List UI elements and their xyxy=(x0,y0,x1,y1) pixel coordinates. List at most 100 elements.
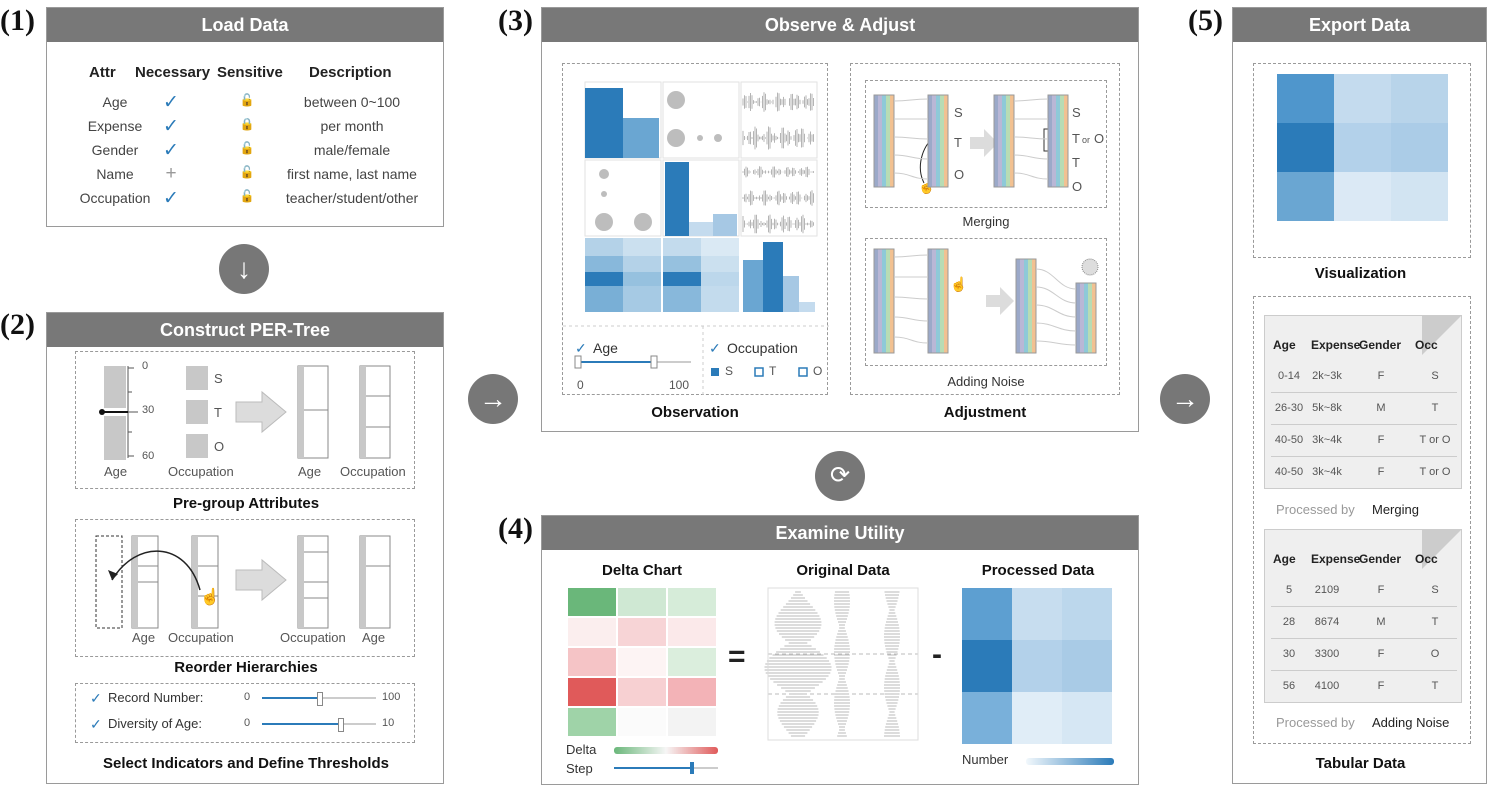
col-description: Description xyxy=(309,64,392,81)
table-cell: 3k~4k xyxy=(1312,434,1342,446)
row-description: teacher/student/other xyxy=(285,190,419,206)
table-header: Age xyxy=(1273,552,1296,566)
adding-noise-label: Adding Noise xyxy=(947,374,1025,389)
occupation-check-icon[interactable]: ✓ xyxy=(709,340,721,356)
merge-o: O xyxy=(954,167,965,182)
export-table-2: Age Expense Gender Occ 5 2109 F S 28 8674 M T 30 3300… xyxy=(1264,529,1462,703)
necessary-check-icon[interactable]: ✓ xyxy=(163,188,179,209)
occ-t: T xyxy=(214,405,222,420)
adjustment-box: ☝ S T O S T or O T O Merging ☝ Adding No… xyxy=(850,63,1120,395)
necessary-plus-icon[interactable]: + xyxy=(165,163,177,184)
lock-unlocked-icon[interactable]: 🔓 xyxy=(239,165,255,179)
label-age-1: Age xyxy=(104,464,128,479)
table-cell: F xyxy=(1377,466,1385,478)
table-header: Gender xyxy=(1359,552,1402,566)
indicator-check-icon[interactable]: ✓ xyxy=(90,716,102,732)
tick-30: 30 xyxy=(142,404,155,416)
age-min: 0 xyxy=(577,378,584,392)
lock-unlocked-icon[interactable]: 🔓 xyxy=(239,189,255,203)
necessary-check-icon[interactable]: ✓ xyxy=(163,140,179,161)
indicator-fill xyxy=(262,697,319,699)
table-cell: T or O xyxy=(1419,466,1451,478)
row-attr: Age xyxy=(102,94,128,110)
row-description: per month xyxy=(320,118,384,134)
step-slider-label: Step xyxy=(566,761,593,776)
reorder-diagram: ☝ xyxy=(95,535,391,629)
method-label-2: Adding Noise xyxy=(1372,715,1450,730)
noise-diagram: ☝ xyxy=(873,248,1099,354)
page-fold-icon xyxy=(1422,529,1462,569)
export-table-1: Age Expense Gender Occ 0-14 2k~3k F S 26-30 5k~8k… xyxy=(1264,315,1462,489)
table-cell: 2109 xyxy=(1314,584,1340,596)
indicator-track[interactable] xyxy=(262,718,376,732)
occ-s: S xyxy=(214,371,223,386)
label-age-2: Age xyxy=(298,464,322,479)
noise-box: ☝ xyxy=(865,238,1107,366)
merge-result-t2: T xyxy=(1072,155,1080,170)
merge-result-o: O xyxy=(1094,131,1105,146)
occ-item-s[interactable]: S xyxy=(725,364,734,378)
processed-by-label-1: Processed by xyxy=(1276,502,1355,517)
merging-label: Merging xyxy=(962,214,1010,229)
examine-utility-title: Examine Utility xyxy=(542,516,1138,550)
export-data-title: Export Data xyxy=(1233,8,1486,42)
indicator-knob[interactable] xyxy=(337,718,344,732)
table-header: Occ xyxy=(1415,552,1438,566)
table-cell: T xyxy=(1431,402,1439,414)
reorder-label-age-2: Age xyxy=(362,630,386,645)
necessary-check-icon[interactable]: ✓ xyxy=(163,92,179,113)
equals-sign: = xyxy=(728,640,746,673)
table-header: Age xyxy=(1273,338,1296,352)
observe-adjust-title: Observe & Adjust xyxy=(542,8,1138,42)
examine-utility-panel: Examine Utility Delta Chart Original Dat… xyxy=(541,515,1139,785)
original-data-title: Original Data xyxy=(796,562,890,579)
table-cell: 26-30 xyxy=(1274,402,1304,414)
table-cell: F xyxy=(1377,434,1385,446)
table-cell: 56 xyxy=(1282,680,1296,692)
merge-t: T xyxy=(954,135,962,150)
lock-unlocked-icon[interactable]: 🔓 xyxy=(239,141,255,155)
table-cell: F xyxy=(1377,648,1385,660)
down-arrow-icon: ↓ xyxy=(219,244,269,294)
export-heatmap xyxy=(1277,74,1448,221)
step-1-number: (1) xyxy=(0,4,35,37)
step-4-number: (4) xyxy=(498,512,533,545)
occupation-filter-label: Occupation xyxy=(727,340,798,356)
indicator-track[interactable] xyxy=(262,692,376,706)
export-data-panel: Export Data Visualization Age Expense Gend… xyxy=(1232,7,1487,784)
indicator-max: 10 xyxy=(382,717,395,729)
indicator-min: 0 xyxy=(244,691,251,703)
table-cell: 40-50 xyxy=(1274,434,1304,446)
step-5-number: (5) xyxy=(1188,4,1223,37)
age-check-icon[interactable]: ✓ xyxy=(575,340,587,356)
step-3-number: (3) xyxy=(498,4,533,37)
table-cell: F xyxy=(1377,680,1385,692)
reorder-label-occupation: Occupation xyxy=(168,630,234,645)
processed-by-label-2: Processed by xyxy=(1276,715,1355,730)
table-cell: 40-50 xyxy=(1274,466,1304,478)
table-cell: M xyxy=(1376,616,1386,628)
indicator-label: Record Number: xyxy=(108,690,204,705)
reorder-label-age: Age xyxy=(132,630,156,645)
construct-tree-title: Construct PER-Tree xyxy=(47,313,443,347)
export-vis-caption: Visualization xyxy=(1314,265,1407,282)
table-cell: O xyxy=(1430,648,1440,660)
lock-locked-icon[interactable]: 🔒 xyxy=(239,117,255,131)
table-header: Gender xyxy=(1359,338,1402,352)
occ-item-t[interactable]: T xyxy=(769,364,777,378)
table-cell: M xyxy=(1376,402,1386,414)
indicator-knob[interactable] xyxy=(317,692,323,706)
indicator-check-icon[interactable]: ✓ xyxy=(90,690,102,706)
necessary-check-icon[interactable]: ✓ xyxy=(163,116,179,137)
occ-item-o[interactable]: O xyxy=(813,364,823,378)
indicator-fill xyxy=(262,723,340,725)
lock-unlocked-icon[interactable]: 🔓 xyxy=(239,93,255,107)
col-necessary: Necessary xyxy=(135,64,211,81)
table-cell: T xyxy=(1431,616,1439,628)
observe-adjust-panel: Observe & Adjust xyxy=(541,7,1139,432)
age-max: 100 xyxy=(669,378,690,392)
export-tables-box: Age Expense Gender Occ 0-14 2k~3k F S 26-30 5k~8k… xyxy=(1253,296,1471,744)
method-label-1: Merging xyxy=(1372,502,1419,517)
row-attr: Name xyxy=(96,166,134,182)
right-arrow-icon-1: → xyxy=(468,374,518,424)
